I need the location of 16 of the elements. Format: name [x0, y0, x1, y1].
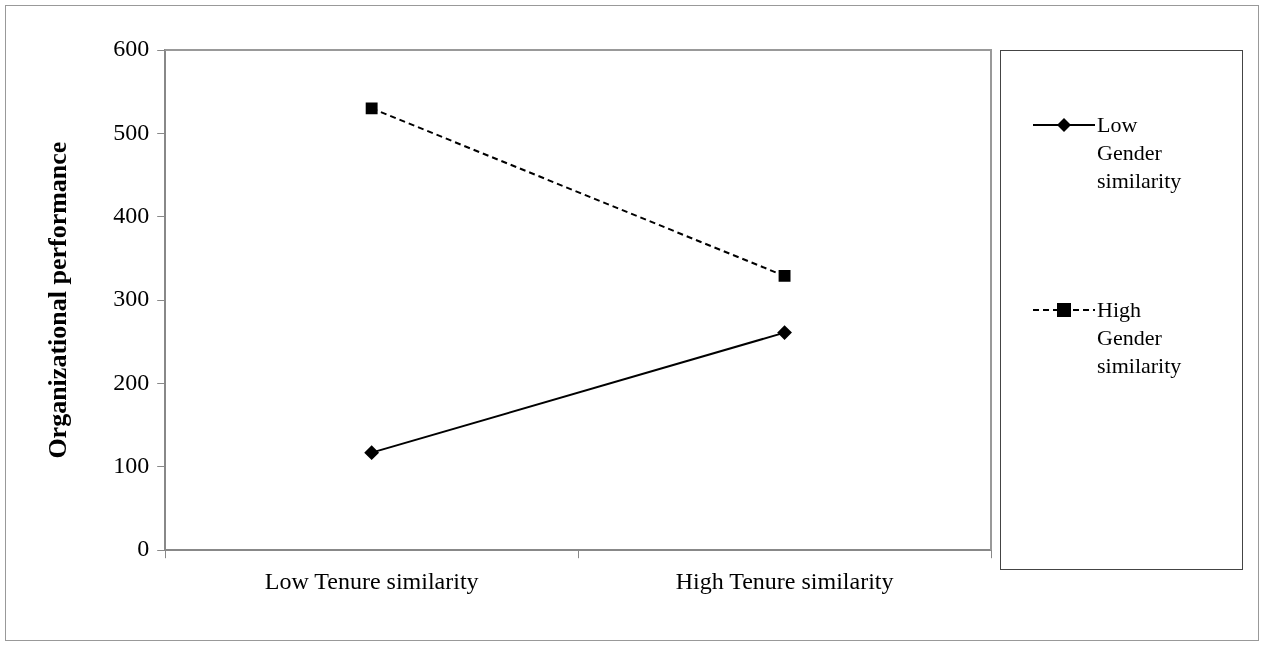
point: [364, 445, 379, 460]
point: [778, 269, 791, 282]
legend-label: Low Gender similarity: [1097, 111, 1183, 195]
y-tick-label: 500: [113, 118, 150, 145]
y-tick-label: 100: [113, 452, 150, 479]
x-tick-label: High Tenure similarity: [675, 567, 894, 594]
y-tick-label: 300: [113, 285, 150, 312]
point: [777, 325, 792, 340]
y-tick-label: 0: [137, 535, 150, 562]
y-tick-label: 400: [113, 202, 150, 229]
y-axis-title: Organizational performance: [43, 141, 73, 459]
y-tick-label: 600: [113, 35, 150, 62]
y-tick-label: 200: [113, 368, 150, 395]
point: [365, 102, 378, 115]
legend-label: High Gender similarity: [1097, 296, 1183, 380]
x-tick-label: Low Tenure similarity: [264, 567, 479, 594]
